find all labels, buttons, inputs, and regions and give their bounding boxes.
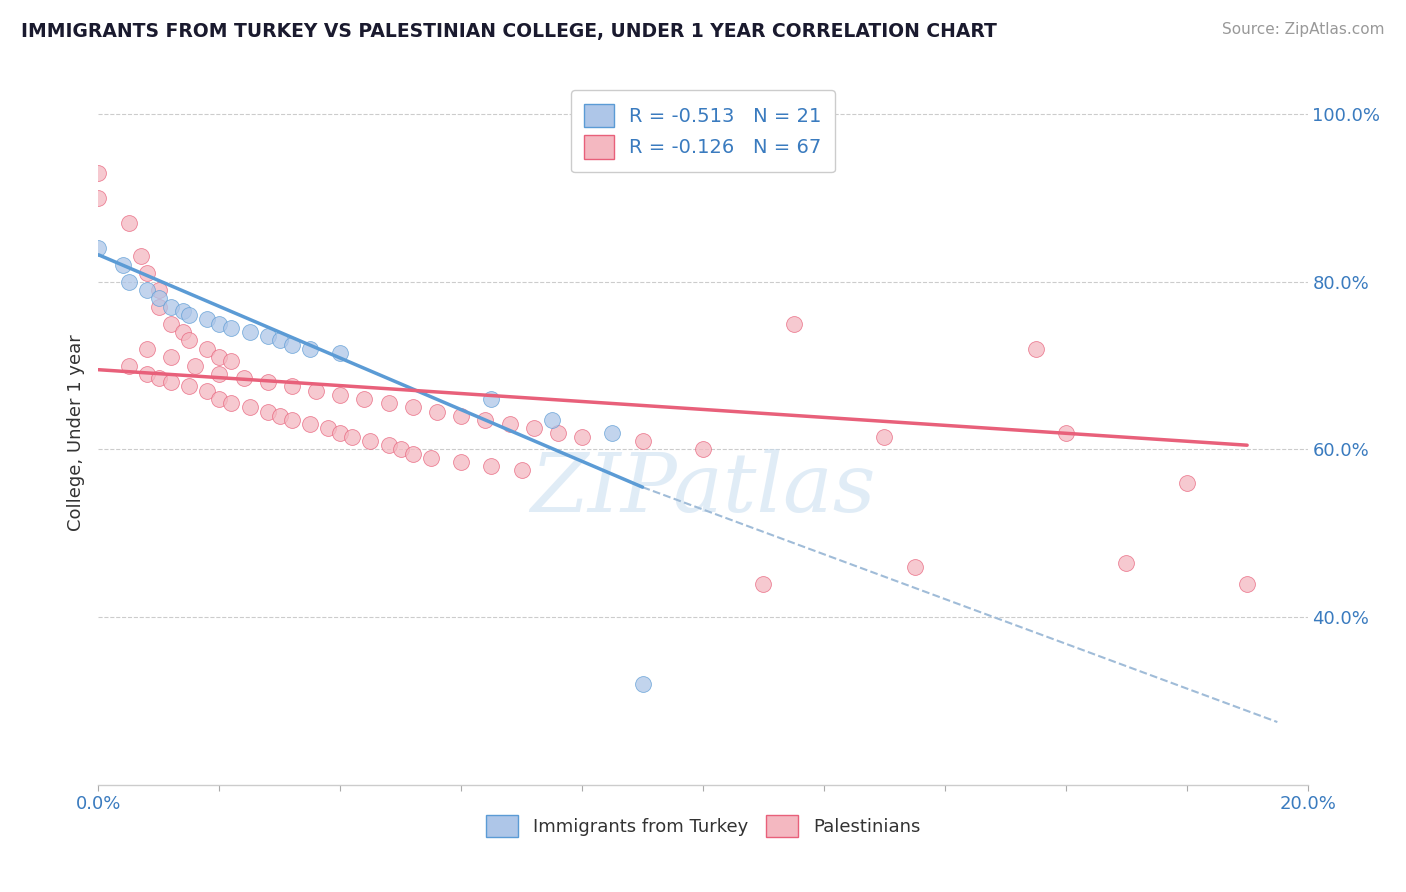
Point [873,430,896,444]
Point [353,392,375,406]
Point [221,396,243,410]
Point [269,334,291,348]
Point [1115,556,1137,570]
Point [195,384,218,398]
Point [281,337,304,351]
Text: Source: ZipAtlas.com: Source: ZipAtlas.com [1222,22,1385,37]
Point [305,384,328,398]
Point [148,292,170,306]
Point [239,325,262,339]
Point [208,350,231,364]
Point [148,371,170,385]
Point [195,342,218,356]
Point [360,434,382,448]
Point [571,430,593,444]
Point [256,376,278,390]
Point [269,409,291,423]
Point [1054,425,1077,440]
Point [184,359,207,373]
Point [402,447,425,461]
Point [87,191,110,205]
Point [195,312,218,326]
Legend: Immigrants from Turkey, Palestinians: Immigrants from Turkey, Palestinians [477,806,929,847]
Point [342,430,364,444]
Point [316,421,339,435]
Point [135,283,157,297]
Point [160,317,183,331]
Point [299,417,322,432]
Point [148,283,170,297]
Point [281,379,304,393]
Point [87,165,110,179]
Point [481,459,503,474]
Point [135,367,157,381]
Point [179,334,201,348]
Point [377,438,399,452]
Point [1024,342,1046,356]
Point [118,275,141,289]
Text: IMMIGRANTS FROM TURKEY VS PALESTINIAN COLLEGE, UNDER 1 YEAR CORRELATION CHART: IMMIGRANTS FROM TURKEY VS PALESTINIAN CO… [21,22,997,41]
Point [450,455,472,469]
Point [631,434,654,448]
Point [1175,475,1198,490]
Point [135,342,157,356]
Point [160,376,183,390]
Point [148,300,170,314]
Point [281,413,304,427]
Point [172,325,194,339]
Point [1236,576,1258,591]
Point [474,413,496,427]
Point [498,417,520,432]
Point [450,409,472,423]
Point [208,367,231,381]
Point [692,442,714,457]
Point [329,388,352,402]
Point [752,576,775,591]
Point [523,421,546,435]
Point [221,354,243,368]
Point [389,442,412,457]
Point [160,300,183,314]
Point [256,329,278,343]
Point [118,216,141,230]
Point [329,425,352,440]
Point [256,404,278,418]
Point [540,413,562,427]
Point [129,250,152,264]
Point [402,401,425,415]
Point [783,317,806,331]
Point [239,401,262,415]
Point [118,359,141,373]
Point [299,342,322,356]
Point [111,258,134,272]
Point [510,463,533,477]
Point [329,346,352,360]
Point [179,308,201,322]
Point [160,350,183,364]
Point [547,425,569,440]
Point [602,425,624,440]
Y-axis label: College, Under 1 year: College, Under 1 year [66,334,84,531]
Point [208,317,231,331]
Point [87,241,110,255]
Point [172,304,194,318]
Point [221,320,243,334]
Point [904,559,927,574]
Point [631,677,654,691]
Point [232,371,254,385]
Point [426,404,449,418]
Text: ZIPatlas: ZIPatlas [530,449,876,529]
Point [179,379,201,393]
Point [420,450,443,465]
Point [135,266,157,280]
Point [481,392,503,406]
Point [377,396,399,410]
Point [208,392,231,406]
